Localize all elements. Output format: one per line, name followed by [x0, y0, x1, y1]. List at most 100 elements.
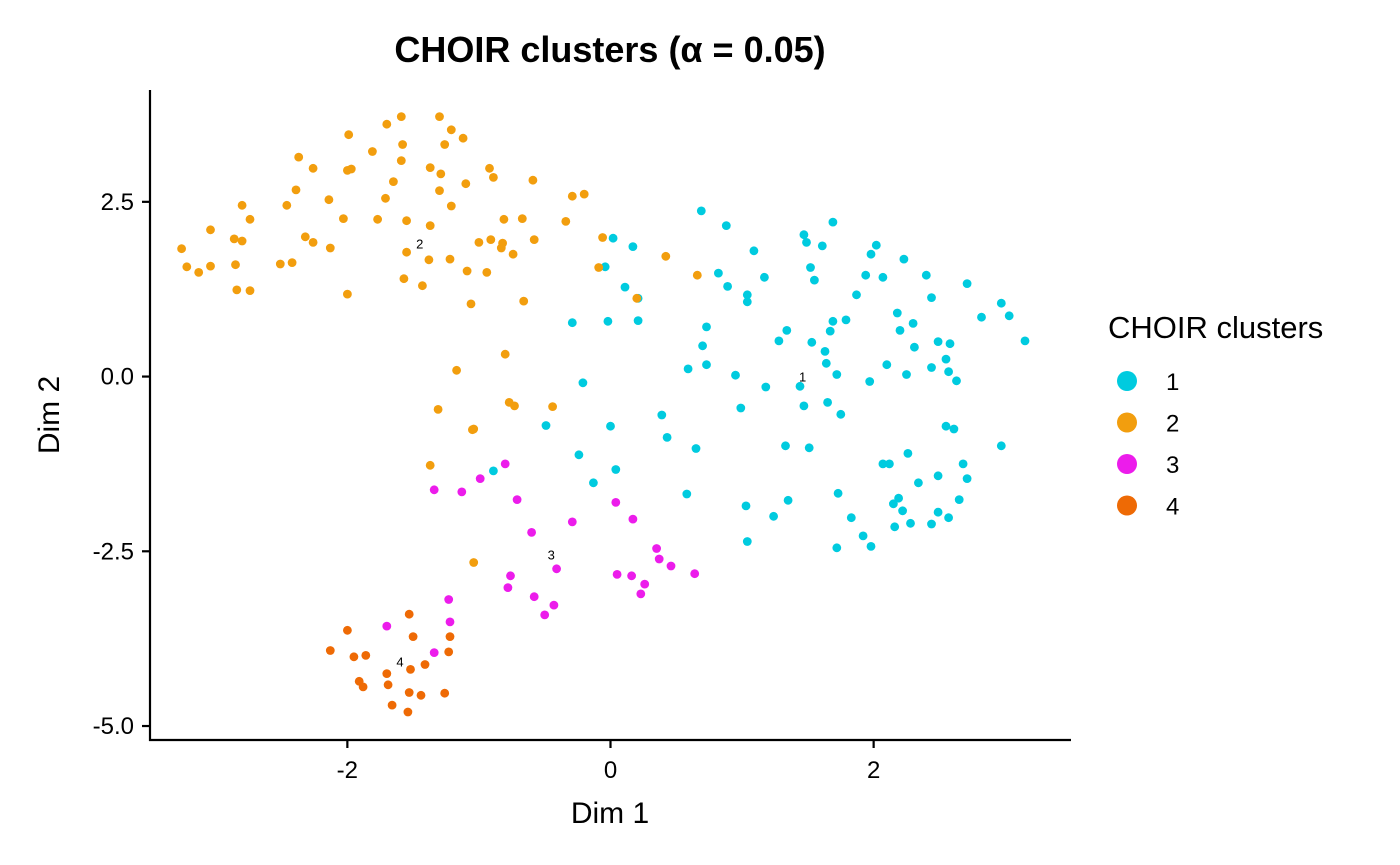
cluster-2-point — [206, 225, 215, 235]
cluster-1-point — [608, 233, 618, 243]
cluster-2-point — [206, 261, 215, 271]
cluster-1-point — [962, 279, 972, 288]
cluster-1-point — [702, 360, 711, 370]
cluster-1-point — [696, 206, 706, 216]
cluster-1-point — [892, 308, 902, 318]
cluster-1-point — [795, 381, 805, 391]
cluster-1-point — [821, 358, 831, 368]
cluster-3-point — [506, 571, 515, 581]
cluster-2-point — [300, 232, 310, 242]
cluster-4-point — [383, 680, 393, 690]
cluster-2-point — [308, 238, 318, 247]
cluster-2-point — [452, 365, 461, 375]
y-ticks: 2.5 0.0 -2.5 -5.0 — [93, 189, 150, 740]
cluster-2-point — [598, 233, 607, 242]
cluster-1-point — [846, 513, 856, 523]
cluster-1-point — [899, 254, 909, 264]
cluster-1-point — [820, 347, 830, 356]
cluster-1-point — [683, 364, 693, 374]
cluster-2-point — [402, 247, 411, 257]
cluster-2-point — [245, 286, 255, 295]
cluster-1-point — [620, 282, 630, 292]
cluster-1-point — [691, 444, 701, 453]
cluster-4-point — [408, 632, 418, 641]
cluster-3-point — [429, 485, 439, 495]
cluster-2-point — [632, 293, 642, 303]
cluster-2-point — [469, 558, 479, 567]
cluster-1-point — [927, 293, 936, 302]
cluster-1-point — [914, 478, 923, 488]
cluster-1-point — [902, 370, 911, 379]
cluster-2-point — [435, 112, 444, 121]
cluster-1-point — [761, 382, 771, 392]
cluster-2-point — [381, 193, 390, 203]
cluster-1-point — [783, 495, 793, 505]
cluster-1-point — [871, 240, 881, 250]
cluster-2-point — [529, 235, 539, 245]
cluster-2-point — [308, 163, 318, 173]
cluster-2-point — [398, 140, 407, 149]
cluster-1-point — [885, 459, 894, 469]
cluster-1-point — [954, 495, 964, 504]
cluster-1-point — [878, 272, 888, 282]
cluster-2-point — [692, 270, 702, 280]
cluster-1-point — [865, 377, 875, 386]
cluster-2-point — [325, 243, 335, 253]
cluster-2-point — [344, 130, 354, 140]
cluster-1-point — [944, 367, 953, 377]
cluster-2-point — [339, 214, 348, 224]
cluster-2-point — [461, 179, 471, 189]
cluster-1-point — [996, 441, 1006, 451]
cluster-2-point — [499, 214, 509, 224]
cluster-3-point — [552, 564, 561, 574]
cluster-1-point — [910, 342, 919, 352]
cluster-1-point — [698, 341, 707, 351]
cluster-4-point — [416, 690, 426, 700]
cluster-2-point — [389, 177, 398, 187]
cluster-2-point — [287, 258, 297, 267]
cluster-3-point — [549, 600, 559, 610]
cluster-1-point — [628, 242, 638, 252]
cluster-1-point — [799, 401, 809, 411]
cluster-1-point — [806, 263, 815, 272]
cluster-label-4: 4 — [396, 655, 403, 670]
cluster-2-point — [594, 263, 604, 272]
cluster-1-point — [682, 489, 692, 499]
cluster-1-point — [823, 398, 832, 407]
cluster-2-point — [294, 152, 304, 162]
cluster-1-point — [567, 318, 577, 328]
cluster-2-point — [282, 200, 292, 210]
cluster-1-point — [866, 542, 876, 551]
cluster-3-point — [445, 617, 455, 627]
cluster-1-point — [941, 354, 951, 364]
cluster-2-point — [433, 405, 443, 414]
cluster-2-point — [446, 201, 456, 211]
cluster-1-point — [633, 316, 643, 325]
cluster-1-point — [760, 272, 769, 282]
cluster-1-point — [952, 376, 961, 386]
cluster-2-point — [510, 401, 519, 411]
cluster-1-point — [578, 378, 588, 388]
cluster-2-point — [462, 266, 472, 276]
cluster-1-point — [903, 449, 913, 458]
legend-title: CHOIR clusters — [1108, 310, 1323, 345]
cluster-1-point — [657, 410, 667, 420]
legend-key-3 — [1117, 454, 1137, 474]
cluster-1-point — [996, 298, 1006, 308]
y-axis-title: Dim 2 — [33, 376, 66, 454]
cluster-3-point — [500, 459, 510, 469]
cluster-4-point — [404, 688, 414, 697]
cluster-2-point — [182, 262, 192, 272]
cluster-1-point — [807, 337, 817, 347]
cluster-4-point — [358, 682, 368, 692]
cluster-1-point — [541, 421, 551, 430]
cluster-3-point — [512, 495, 522, 504]
cluster-1-point — [894, 493, 903, 503]
legend-label-4: 4 — [1166, 494, 1179, 521]
cluster-4-point — [343, 625, 352, 635]
cluster-3-point — [611, 498, 621, 507]
legend-key-4 — [1117, 495, 1137, 516]
cluster-3-point — [540, 610, 550, 620]
cluster-4-point — [445, 632, 455, 641]
